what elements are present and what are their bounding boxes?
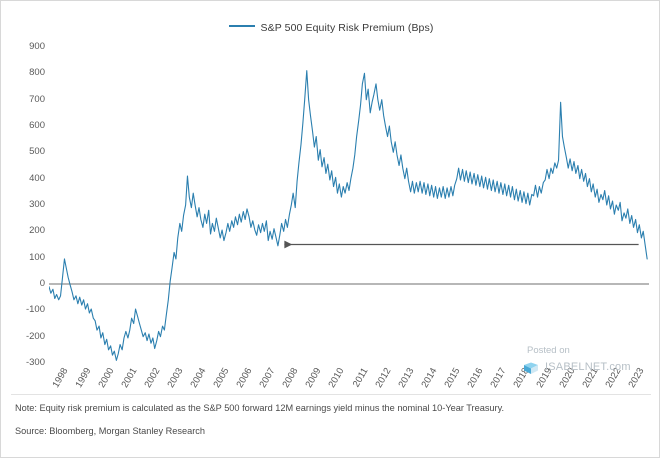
legend-item: S&P 500 Equity Risk Premium (Bps) bbox=[228, 19, 434, 37]
chart-legend: S&P 500 Equity Risk Premium (Bps) bbox=[1, 19, 660, 37]
y-tick-label: -200 bbox=[25, 330, 45, 342]
y-tick-label: 900 bbox=[29, 41, 45, 52]
y-tick-label: 200 bbox=[29, 225, 45, 237]
y-tick-label: -300 bbox=[25, 357, 45, 368]
series-plot bbox=[49, 70, 649, 361]
footnote-methodology: Note: Equity risk premium is calculated … bbox=[15, 403, 505, 413]
legend-swatch-icon bbox=[228, 24, 255, 27]
chart-footer: Note: Equity risk premium is calculated … bbox=[15, 401, 649, 438]
y-tick-label: -100 bbox=[25, 304, 45, 316]
y-tick-label: 400 bbox=[29, 172, 45, 184]
y-tick-label: 600 bbox=[29, 120, 45, 131]
y-tick-label: 100 bbox=[29, 251, 45, 263]
y-tick-label: 800 bbox=[29, 67, 45, 79]
y-tick-label: 500 bbox=[29, 146, 45, 158]
footer-divider bbox=[11, 394, 651, 395]
y-tick-label: 700 bbox=[29, 93, 45, 105]
y-tick-label: 300 bbox=[29, 199, 45, 210]
legend-label: S&P 500 Equity Risk Premium (Bps) bbox=[260, 21, 434, 34]
footnote-source: Source: Bloomberg, Morgan Stanley Resear… bbox=[15, 426, 205, 436]
plot-area bbox=[49, 47, 649, 363]
y-axis: 900 800 700 600 500 400 300 200 100 0 -100 -200 -300 bbox=[1, 42, 45, 368]
y-tick-label: 0 bbox=[39, 278, 45, 289]
series-line-erp bbox=[49, 70, 648, 361]
